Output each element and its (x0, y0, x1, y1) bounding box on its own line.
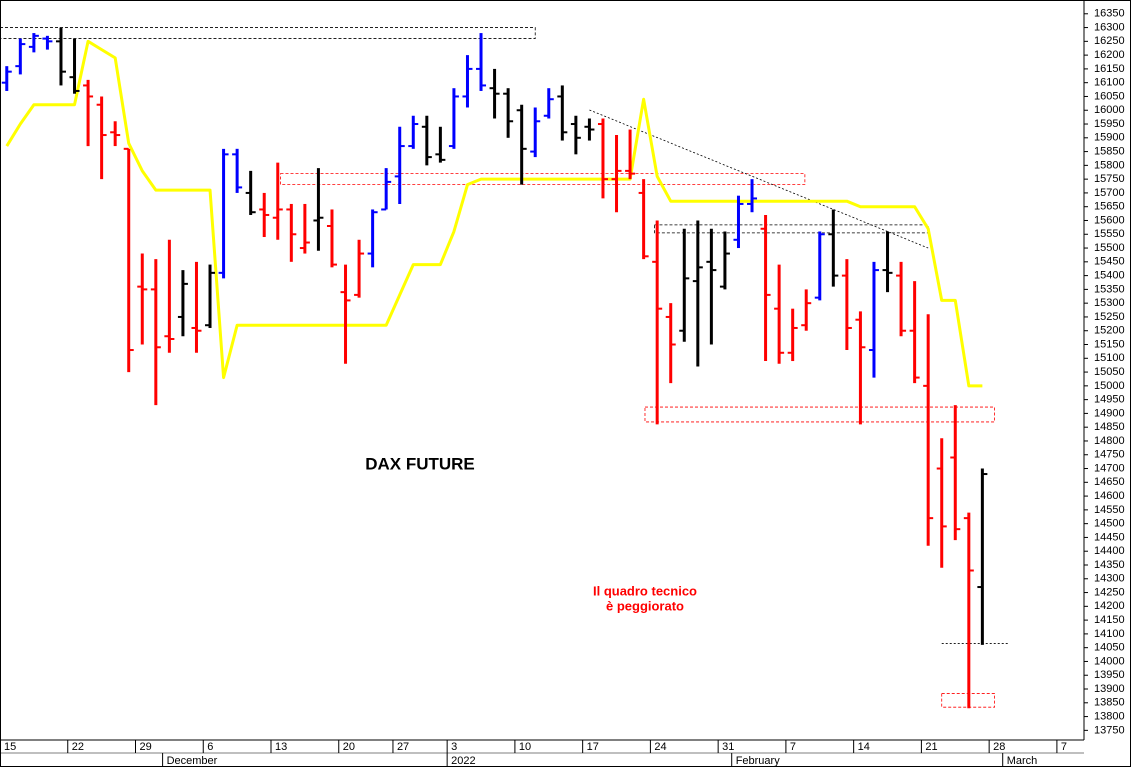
y-tick-label: 15800 (1094, 159, 1125, 171)
x-tick-label: 28 (993, 741, 1005, 753)
y-tick-label: 15300 (1094, 297, 1125, 309)
y-tick-label: 14400 (1094, 545, 1125, 557)
y-tick-label: 15350 (1094, 283, 1125, 295)
month-label: February (736, 755, 781, 767)
chart-title: DAX FUTURE (365, 454, 475, 473)
y-tick-label: 16350 (1094, 8, 1125, 20)
y-tick-label: 16000 (1094, 104, 1125, 116)
annotation: è peggiorato (606, 598, 684, 613)
x-tick-label: 20 (343, 741, 355, 753)
y-tick-label: 13850 (1094, 697, 1125, 709)
x-tick-label: 24 (654, 741, 666, 753)
y-tick-label: 15400 (1094, 270, 1125, 282)
x-tick-label: 7 (790, 741, 796, 753)
y-tick-label: 15550 (1094, 228, 1125, 240)
y-tick-label: 14350 (1094, 559, 1125, 571)
x-tick-label: 7 (1061, 741, 1067, 753)
month-label: December (167, 755, 218, 767)
y-tick-label: 16050 (1094, 90, 1125, 102)
y-tick-label: 14500 (1094, 518, 1125, 530)
y-tick-label: 16250 (1094, 35, 1125, 47)
month-label: 2022 (451, 755, 475, 767)
y-tick-label: 15500 (1094, 242, 1125, 254)
x-tick-label: 27 (397, 741, 409, 753)
y-tick-label: 14050 (1094, 642, 1125, 654)
y-tick-label: 15650 (1094, 201, 1125, 213)
indicator-line (5, 39, 983, 388)
x-tick-label: 31 (722, 741, 734, 753)
y-tick-label: 14100 (1094, 628, 1125, 640)
y-tick-label: 16300 (1094, 21, 1125, 33)
y-tick-label: 15250 (1094, 311, 1125, 323)
y-tick-label: 14150 (1094, 614, 1125, 626)
y-tick-label: 16150 (1094, 63, 1125, 75)
y-tick-label: 13900 (1094, 683, 1125, 695)
y-tick-label: 15150 (1094, 338, 1125, 350)
y-tick-label: 15200 (1094, 325, 1125, 337)
x-tick-label: 3 (451, 741, 457, 753)
x-tick-label: 22 (72, 741, 84, 753)
y-tick-label: 15600 (1094, 214, 1125, 226)
y-tick-label: 14650 (1094, 476, 1125, 488)
y-tick-label: 15000 (1094, 380, 1125, 392)
zone (644, 406, 995, 423)
month-label: March (1007, 755, 1038, 767)
y-tick-label: 16100 (1094, 77, 1125, 89)
y-tick-label: 14900 (1094, 407, 1125, 419)
annotation-line (589, 109, 929, 249)
y-tick-label: 13950 (1094, 669, 1125, 681)
x-tick-label: 10 (519, 741, 531, 753)
y-tick-label: 14850 (1094, 421, 1125, 433)
y-tick-label: 15050 (1094, 366, 1125, 378)
zone (280, 173, 806, 186)
x-tick-label: 13 (275, 741, 287, 753)
y-tick-label: 14700 (1094, 462, 1125, 474)
y-tick-label: 14250 (1094, 586, 1125, 598)
x-tick-label: 6 (207, 741, 213, 753)
y-tick-label: 15950 (1094, 118, 1125, 130)
y-tick-label: 15450 (1094, 256, 1125, 268)
y-tick-label: 14750 (1094, 449, 1125, 461)
y-tick-label: 15700 (1094, 187, 1125, 199)
y-tick-label: 15100 (1094, 352, 1125, 364)
y-tick-label: 14950 (1094, 394, 1125, 406)
y-tick-label: 15750 (1094, 173, 1125, 185)
x-tick-label: 21 (925, 741, 937, 753)
x-tick-label: 29 (140, 741, 152, 753)
x-tick-label: 17 (587, 741, 599, 753)
y-tick-label: 14300 (1094, 573, 1125, 585)
y-tick-label: 15900 (1094, 132, 1125, 144)
y-tick-label: 14200 (1094, 600, 1125, 612)
y-tick-label: 15850 (1094, 145, 1125, 157)
x-tick-label: 14 (858, 741, 870, 753)
y-tick-label: 14450 (1094, 531, 1125, 543)
annotation: Il quadro tecnico (593, 583, 697, 598)
y-tick-label: 14600 (1094, 490, 1125, 502)
y-tick-label: 16200 (1094, 49, 1125, 61)
y-tick-label: 14550 (1094, 504, 1125, 516)
y-tick-label: 14800 (1094, 435, 1125, 447)
y-tick-label: 13800 (1094, 710, 1125, 722)
y-tick-label: 13750 (1094, 724, 1125, 736)
y-tick-label: 14000 (1094, 655, 1125, 667)
x-tick-label: 15 (4, 741, 16, 753)
zone (0, 27, 536, 39)
